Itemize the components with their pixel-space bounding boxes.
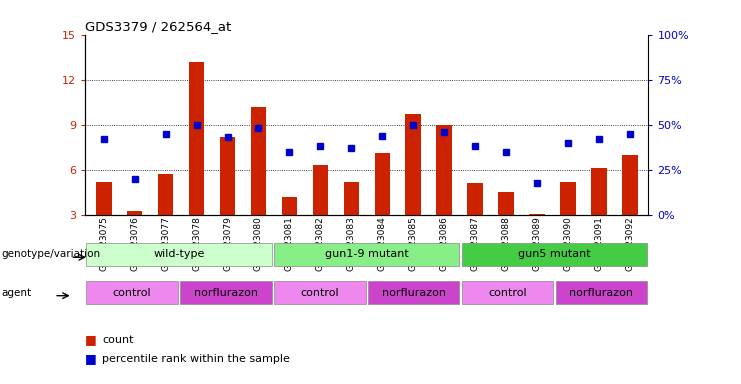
Bar: [436, 125, 452, 215]
Bar: [529, 214, 545, 215]
Text: ■: ■: [85, 333, 97, 346]
Bar: [405, 114, 421, 215]
Bar: [468, 184, 483, 215]
Bar: [498, 192, 514, 215]
Bar: [462, 281, 554, 304]
Text: percentile rank within the sample: percentile rank within the sample: [102, 354, 290, 364]
Bar: [180, 281, 272, 304]
Bar: [220, 137, 236, 215]
Text: norflurazon: norflurazon: [194, 288, 258, 298]
Bar: [313, 166, 328, 215]
Text: GDS3379 / 262564_at: GDS3379 / 262564_at: [85, 20, 231, 33]
Bar: [127, 210, 142, 215]
Bar: [344, 182, 359, 215]
Bar: [591, 169, 607, 215]
Bar: [560, 182, 576, 215]
Text: agent: agent: [1, 288, 32, 298]
Text: ■: ■: [85, 353, 97, 366]
Bar: [374, 153, 390, 215]
Text: count: count: [102, 335, 134, 345]
Text: gun5 mutant: gun5 mutant: [518, 249, 591, 260]
Text: wild-type: wild-type: [153, 249, 205, 260]
Text: control: control: [301, 288, 339, 298]
Bar: [87, 243, 272, 266]
Text: genotype/variation: genotype/variation: [1, 249, 101, 259]
Text: control: control: [488, 288, 527, 298]
Bar: [462, 243, 647, 266]
Bar: [622, 155, 637, 215]
Bar: [282, 197, 297, 215]
Bar: [250, 107, 266, 215]
Text: norflurazon: norflurazon: [382, 288, 446, 298]
Bar: [274, 243, 459, 266]
Bar: [87, 281, 178, 304]
Text: gun1-9 mutant: gun1-9 mutant: [325, 249, 409, 260]
Text: control: control: [113, 288, 151, 298]
Text: norflurazon: norflurazon: [569, 288, 634, 298]
Bar: [274, 281, 365, 304]
Bar: [96, 182, 111, 215]
Bar: [556, 281, 647, 304]
Bar: [189, 62, 205, 215]
Bar: [368, 281, 459, 304]
Bar: [158, 174, 173, 215]
